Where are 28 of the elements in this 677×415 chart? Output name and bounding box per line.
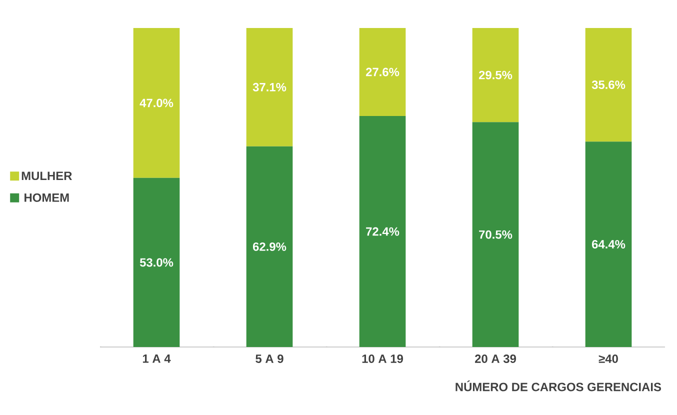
x-tick-label: 5 A 9 — [256, 354, 284, 363]
data-label: 27.6% — [366, 68, 400, 76]
data-label: 47.0% — [140, 98, 174, 108]
data-label: 64.4% — [592, 240, 626, 249]
x-axis-title: NÚMERO DE CARGOS GERENCIAIS — [456, 380, 661, 392]
x-tick-label: ≥40 — [598, 354, 618, 363]
data-label: 29.5% — [478, 70, 512, 80]
bar — [472, 122, 519, 347]
bar — [133, 28, 180, 178]
x-tick-label: 20 A 39 — [474, 354, 516, 364]
data-label: 35.6% — [592, 80, 626, 90]
data-label: 70.5% — [479, 230, 512, 239]
legend-label: HOMEM — [24, 193, 69, 202]
x-tick-label: 1 A 4 — [142, 354, 171, 363]
bar — [359, 116, 406, 347]
legend-label: MULHER — [22, 172, 72, 180]
bar — [585, 142, 632, 347]
bar — [359, 28, 406, 116]
bar — [246, 28, 293, 146]
x-tick-label: 10 A 19 — [362, 354, 403, 363]
bar — [246, 146, 293, 347]
bar — [133, 178, 180, 347]
data-label: 37.1% — [252, 82, 286, 92]
bar — [585, 28, 632, 142]
data-label: 62.9% — [252, 242, 286, 251]
data-label: 53.0% — [140, 258, 174, 267]
bar — [472, 28, 519, 122]
data-label: 72.4% — [366, 227, 400, 236]
